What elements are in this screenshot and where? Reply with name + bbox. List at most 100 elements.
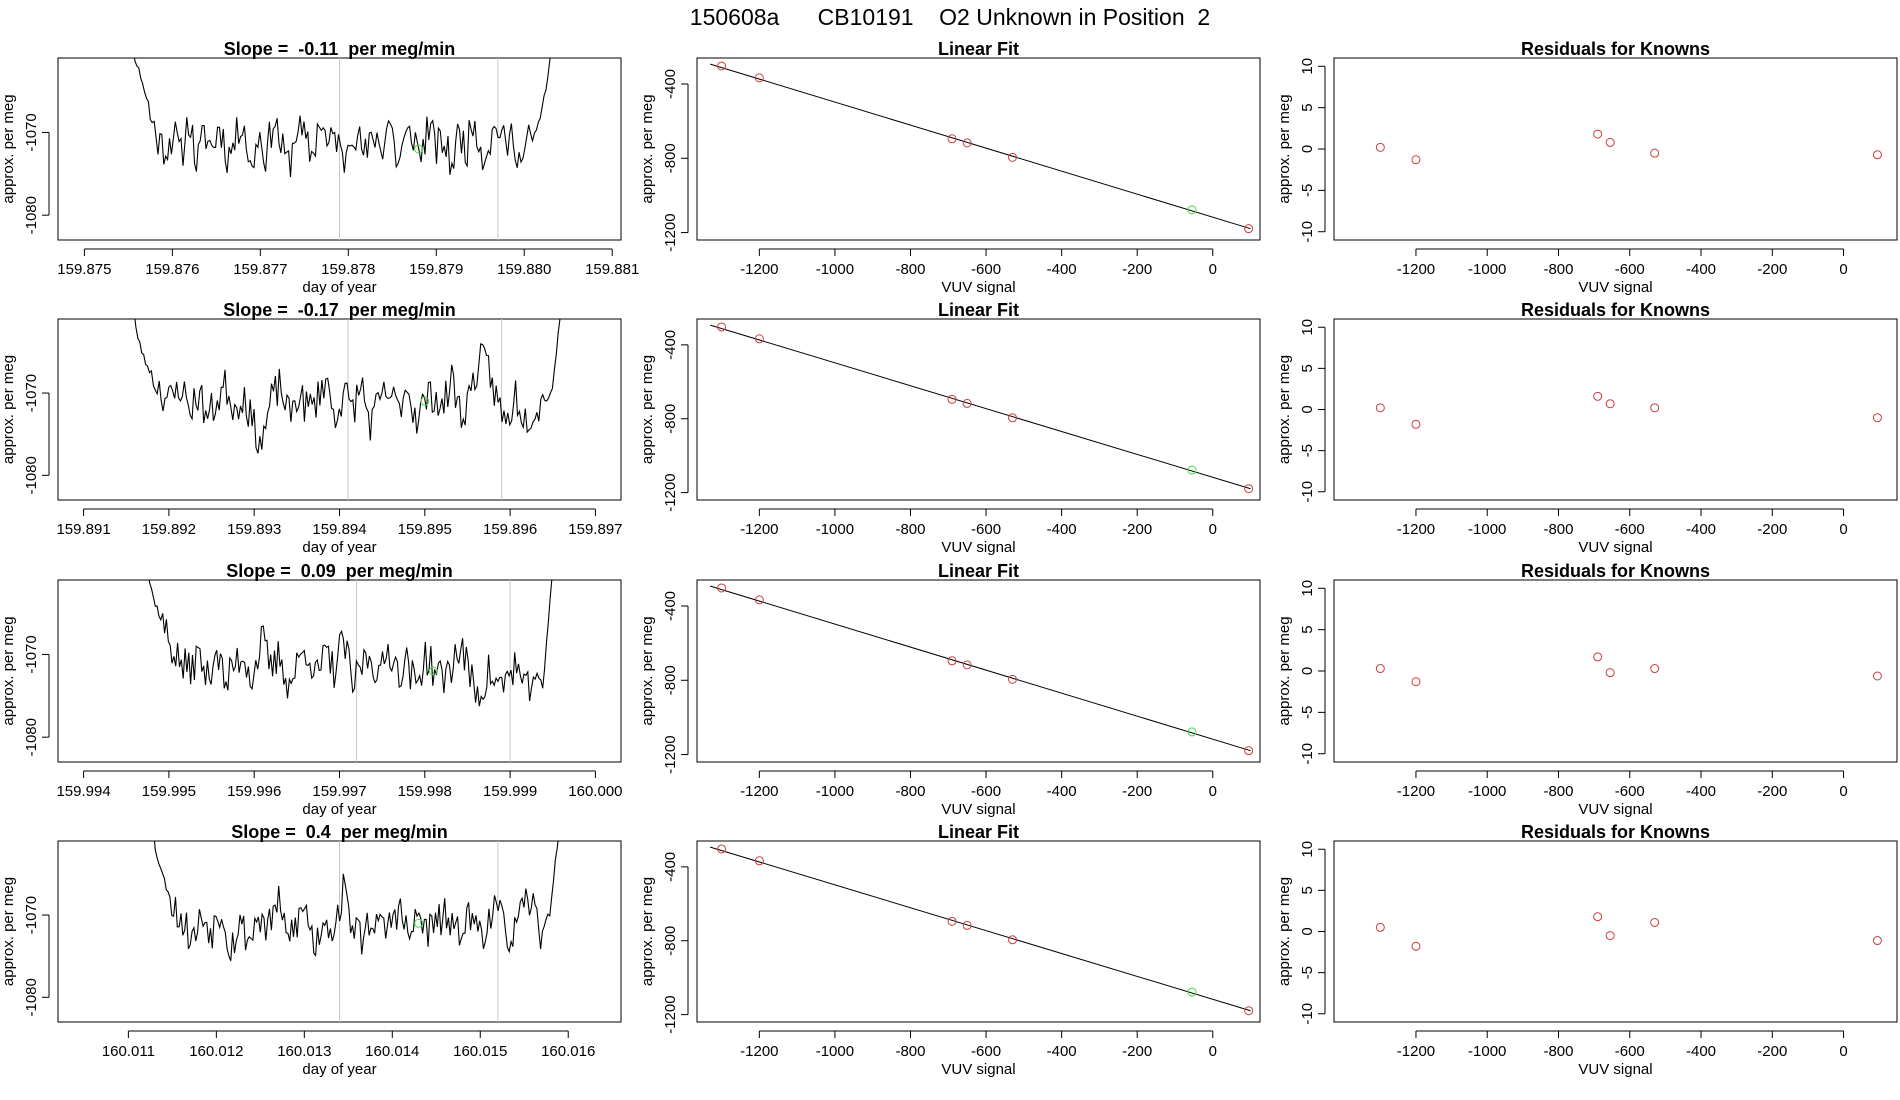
residual-point: [1872, 150, 1882, 160]
known-point: [962, 398, 972, 408]
x-tick-label: 159.893: [227, 521, 281, 538]
x-tick-label: -1000: [816, 261, 854, 278]
x-tick-label: -200: [1757, 261, 1787, 278]
x-tick-label: 160.012: [189, 1043, 243, 1060]
plot-frame: [57, 318, 622, 501]
known-point: [717, 583, 727, 593]
y-tick-label: 5: [1299, 103, 1316, 111]
plot-area: [1375, 652, 1882, 687]
x-tick-label: -200: [1122, 521, 1152, 538]
y-axis-label: approx. per meg: [1276, 877, 1293, 986]
x-tick-label: 159.997: [312, 783, 366, 800]
plot-area: [153, 841, 559, 1022]
x-tick-label: -1200: [740, 261, 778, 278]
known-point: [947, 394, 957, 404]
x-tick-label: 0: [1839, 783, 1847, 800]
x-tick-label: -400: [1047, 521, 1077, 538]
residual-point: [1375, 142, 1385, 152]
y-tick-label: -1200: [662, 213, 679, 251]
unknown-point: [428, 666, 438, 676]
panel-ts4: Slope = 0.4 per meg/min 160.011 160.012 160…: [0, 822, 622, 1078]
residual-point: [1411, 941, 1421, 951]
plot-area: [710, 61, 1254, 234]
x-tick-label: -1200: [1397, 261, 1435, 278]
y-tick-label: 0: [1299, 405, 1316, 413]
y-axis-label: approx. per meg: [0, 355, 17, 464]
y-tick-label: -10: [1299, 743, 1316, 765]
x-tick-label: -400: [1047, 783, 1077, 800]
x-tick-label: -400: [1686, 521, 1716, 538]
plot-area: [134, 319, 561, 500]
x-tick-label: 159.877: [233, 261, 287, 278]
x-tick-label: 159.880: [497, 261, 551, 278]
residual-point: [1411, 155, 1421, 165]
residual-point: [1605, 399, 1615, 409]
plot-area: [710, 844, 1254, 1016]
x-tick-label: 159.996: [227, 783, 281, 800]
x-tick-label: -800: [895, 261, 925, 278]
x-tick-label: -200: [1757, 783, 1787, 800]
x-tick-label: 159.998: [398, 783, 452, 800]
x-tick-label: -600: [971, 521, 1001, 538]
x-tick-label: -1000: [1468, 783, 1506, 800]
y-tick-label: -400: [662, 69, 679, 99]
plot-frame: [696, 579, 1261, 763]
x-axis-label: VUV signal: [941, 801, 1015, 818]
y-tick-label: 5: [1299, 364, 1316, 372]
panel-fit1: Linear Fit -1200 -1000 -800 -600 -400 -200 0 VUV…: [639, 39, 1261, 296]
residual-point: [1593, 652, 1603, 662]
x-axis-label: VUV signal: [1578, 801, 1652, 818]
figure-title: 150608a CB10191 O2 Unknown in Position 2: [690, 4, 1210, 30]
plot-frame: [696, 840, 1261, 1023]
known-point: [1244, 224, 1254, 234]
x-tick-label: -1200: [1397, 783, 1435, 800]
panel-title: Residuals for Knowns: [1521, 300, 1710, 320]
x-tick-label: 160.000: [568, 783, 622, 800]
panel-title: Linear Fit: [938, 822, 1019, 842]
y-tick-label: -10: [1299, 481, 1316, 503]
x-tick-label: -800: [1543, 783, 1573, 800]
x-tick-label: -1200: [1397, 1043, 1435, 1060]
panel-fit3: Linear Fit -1200 -1000 -800 -600 -400 -200 0 VUV…: [639, 561, 1261, 818]
unknown-point: [1187, 727, 1197, 737]
x-tick-label: 159.881: [585, 261, 639, 278]
y-tick-label: -1080: [23, 196, 40, 234]
y-tick-label: 10: [1299, 58, 1316, 75]
x-tick-label: -200: [1757, 1043, 1787, 1060]
unknown-point: [414, 144, 424, 154]
residual-point: [1593, 391, 1603, 401]
x-tick-label: 160.015: [453, 1043, 507, 1060]
residual-point: [1375, 664, 1385, 674]
unknown-point: [420, 396, 430, 406]
x-tick-label: 159.995: [142, 783, 196, 800]
plot-frame: [57, 579, 622, 763]
y-tick-label: -10: [1299, 1003, 1316, 1025]
known-point: [754, 334, 764, 344]
plot-area: [1375, 912, 1882, 951]
known-point: [1008, 674, 1018, 684]
x-tick-label: 160.016: [541, 1043, 595, 1060]
x-axis-label: day of year: [302, 279, 376, 296]
plot-frame: [1333, 57, 1898, 241]
x-tick-label: 159.891: [56, 521, 110, 538]
x-tick-label: -1000: [1468, 261, 1506, 278]
x-tick-label: -1000: [816, 521, 854, 538]
panel-res2: Residuals for Knowns-1200 -1000 -800 -600 -4…: [1276, 300, 1898, 556]
x-tick-label: 159.999: [483, 783, 537, 800]
plot-area: [710, 322, 1254, 494]
y-tick-label: 10: [1299, 319, 1316, 336]
plot-frame: [696, 57, 1261, 241]
x-tick-label: 159.878: [321, 261, 375, 278]
y-tick-label: -1080: [23, 456, 40, 494]
y-tick-label: -400: [662, 852, 679, 882]
x-tick-label: -600: [1615, 1043, 1645, 1060]
x-tick-label: -1000: [1468, 1043, 1506, 1060]
residual-point: [1593, 912, 1603, 922]
known-point: [962, 920, 972, 930]
known-point: [962, 660, 972, 670]
panel-title: Residuals for Knowns: [1521, 822, 1710, 842]
y-tick-label: -800: [662, 143, 679, 173]
known-point: [947, 916, 957, 926]
x-tick-label: -800: [895, 521, 925, 538]
